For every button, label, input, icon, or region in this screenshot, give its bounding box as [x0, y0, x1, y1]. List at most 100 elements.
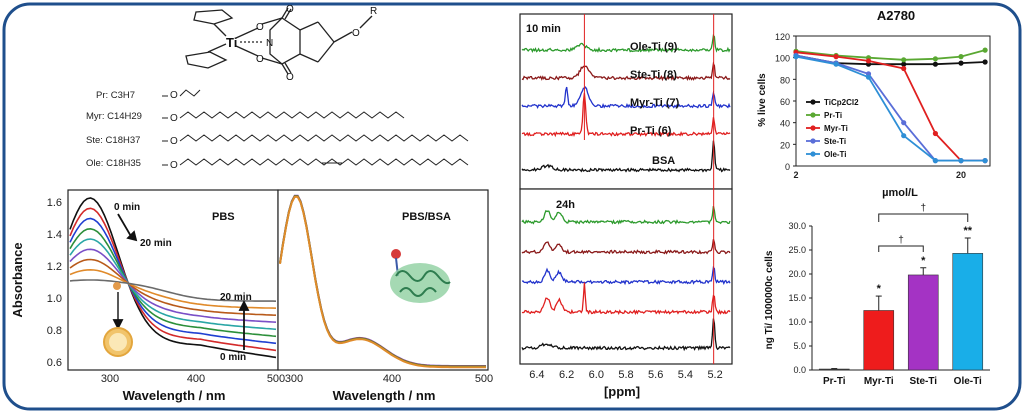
line-chart-ytick: 120	[775, 32, 790, 42]
line-point-Ole-Ti	[833, 61, 839, 67]
nmr-trace	[521, 140, 731, 173]
nmr-bottom-label: 24h	[556, 199, 575, 211]
nmr-x-tick: 5.2	[707, 369, 722, 381]
nmr-trace	[521, 205, 731, 225]
uv-ylabel: Absorbance	[10, 242, 25, 317]
nmr-label-ste: Ste-Ti (8)	[630, 69, 677, 81]
uv-ann-20min-bottom: 20 min	[220, 292, 252, 303]
nmr-trace	[521, 282, 731, 316]
svg-text:300: 300	[101, 373, 119, 385]
n-label: N	[266, 38, 273, 49]
nmr-x-tick: 5.6	[648, 369, 663, 381]
nmr-x-tick: 5.8	[618, 369, 633, 381]
o-label-top: O	[256, 22, 264, 33]
protein-icon	[390, 249, 451, 303]
nmr-top-axes	[519, 13, 733, 190]
uv-panels: 1.6 1.4 1.2 1.0 0.8 0.6 300 400 500 300 400 500 …	[10, 189, 493, 403]
line-point-Ole-Ti	[865, 74, 872, 80]
line-point-Ste-Ti	[901, 120, 907, 126]
o-label-bottom: O	[256, 54, 264, 65]
line-chart-ytick: 100	[775, 54, 790, 64]
svg-text:O: O	[170, 113, 178, 124]
chain-ste: Ste: C18H37	[86, 135, 140, 146]
nmr-trace	[521, 318, 731, 352]
line-point-Myr-Ti	[833, 54, 839, 60]
svg-text:300: 300	[285, 373, 303, 385]
pyridine-ring	[269, 17, 301, 65]
uv-left-curve	[69, 207, 277, 352]
line-point-Ole-Ti	[982, 158, 988, 164]
cp-ring-top	[193, 9, 234, 25]
line-chart-ytick: 40	[780, 119, 790, 129]
cp-ring-bottom	[185, 51, 228, 69]
bar-chart-ytick: 30.0	[788, 221, 806, 231]
line-legend-item: TiCp2Cl2	[824, 98, 859, 107]
liposome-core	[109, 333, 127, 351]
bar-significance: *	[921, 255, 926, 267]
uv-left-xlabel: Wavelength / nm	[123, 388, 226, 403]
uv-left-curves	[69, 197, 277, 359]
svg-text:400: 400	[383, 373, 401, 385]
line-chart-xtick: 20	[956, 170, 966, 180]
line-point-Myr-Ti	[932, 130, 939, 137]
nmr-x-tick: 6.0	[589, 369, 604, 381]
r-label: R	[370, 6, 377, 17]
bar-xtick: Myr-Ti	[864, 376, 894, 387]
line-point-Pr-Ti	[982, 47, 988, 53]
line-point-Ole-Ti	[958, 158, 964, 164]
nmr-trace-labels: Ole-Ti (9) Ste-Ti (8) Myr-Ti (7) Pr-Ti (…	[630, 41, 680, 167]
svg-text:O: O	[170, 90, 178, 101]
uptake-chart: ng Ti/ 1000000c cells 0.0 5.0 10.0 15.0 20.0…	[764, 203, 990, 387]
bar-xtick: Ole-Ti	[954, 376, 982, 387]
bar-chart-ytick: 15.0	[788, 293, 806, 303]
line-legend-item: Ole-Ti	[824, 150, 847, 159]
o-label-carbonyl-top: O	[286, 4, 294, 15]
nmr-trace	[521, 92, 731, 138]
uv-right-title: PBS/BSA	[402, 211, 451, 223]
line-chart-ytick: 0	[785, 162, 790, 172]
svg-text:1.0: 1.0	[47, 293, 62, 305]
line-chart-xlabel: µmol/L	[882, 187, 918, 199]
svg-text:0.8: 0.8	[47, 325, 62, 337]
chain-o-labels: O O O O	[170, 90, 178, 171]
nmr-trace	[521, 239, 731, 255]
nmr-x-tick: 6.4	[529, 369, 544, 381]
uv-left-title: PBS	[212, 211, 235, 223]
chemical-structure	[185, 7, 373, 75]
svg-text:1.4: 1.4	[47, 229, 62, 241]
line-point-TiCp2Cl2	[982, 59, 988, 65]
nmr-label-myr: Myr-Ti (7)	[630, 97, 680, 109]
nmr-label-pr: Pr-Ti (6)	[630, 125, 672, 137]
svg-text:O: O	[170, 136, 178, 147]
nmr-label-ole: Ole-Ti (9)	[630, 41, 678, 53]
nmr-top-label: 10 min	[526, 23, 561, 35]
uv-right-curves	[279, 194, 486, 369]
bar-chart-ytick: 5.0	[793, 341, 806, 351]
nmr-trace	[521, 266, 731, 286]
cytotoxicity-chart: A2780 % live cells µmol/L 0 20 40 60 80 100 12…	[757, 8, 991, 199]
chain-ole: Ole: C18H35	[86, 158, 141, 169]
o-label-carbonyl-bottom: O	[286, 72, 294, 83]
uv-right-axes	[277, 189, 489, 371]
svg-text:1.6: 1.6	[47, 197, 62, 209]
nmr-x-tick: 6.2	[559, 369, 574, 381]
bar-chart-ytick: 10.0	[788, 317, 806, 327]
svg-text:500: 500	[267, 373, 285, 385]
nmr-trace	[521, 61, 731, 82]
bar-significance: *	[877, 283, 882, 295]
line-point-Pr-Ti	[901, 57, 907, 63]
line-point-Myr-Ti	[865, 58, 872, 64]
line-chart-ylabel: % live cells	[757, 73, 768, 127]
nmr-x-ticks: 6.4 6.2 6.0 5.8 5.6 5.4 5.2	[529, 369, 722, 381]
svg-text:1.2: 1.2	[47, 261, 62, 273]
line-point-Pr-Ti	[958, 54, 964, 60]
bar-Ste-Ti	[907, 274, 939, 371]
ti-label: Ti	[226, 35, 237, 50]
line-legend-item: Ste-Ti	[824, 137, 846, 146]
bracket-dagger: †	[898, 235, 904, 246]
svg-text:O: O	[170, 160, 178, 171]
nmr-bottom-axes	[519, 188, 733, 365]
